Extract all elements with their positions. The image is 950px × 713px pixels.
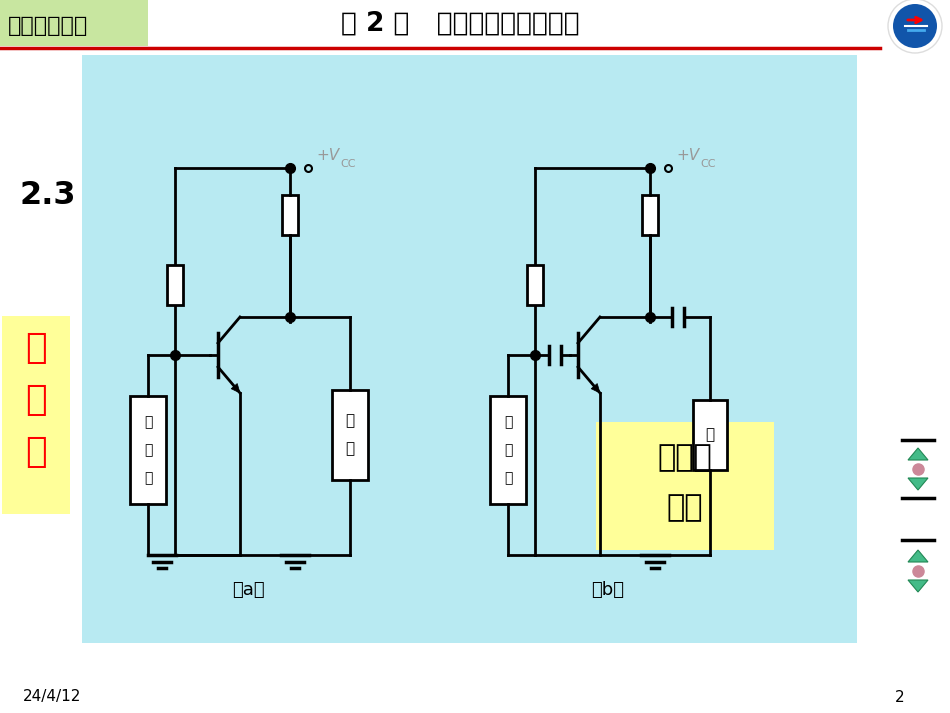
Text: （b）: （b） [592, 581, 624, 599]
Text: +V: +V [676, 148, 699, 163]
Bar [693, 400, 727, 470]
Text: 方: 方 [26, 435, 47, 469]
Text: 耦合: 耦合 [667, 493, 703, 523]
Polygon shape [908, 550, 928, 562]
Text: 24/4/12: 24/4/12 [23, 689, 81, 704]
Text: 2: 2 [895, 689, 904, 704]
Bar [2, 316, 70, 514]
Text: CC: CC [700, 159, 715, 169]
Text: 直: 直 [26, 331, 47, 365]
Text: 源: 源 [143, 471, 152, 485]
Text: 模拟电子技术: 模拟电子技术 [8, 16, 88, 36]
Text: 号: 号 [143, 443, 152, 457]
Bar [167, 265, 183, 305]
Text: 第 2 章   晶体三极管及其应用: 第 2 章 晶体三极管及其应用 [341, 11, 580, 37]
Text: +V: +V [316, 148, 339, 163]
Text: 2.3: 2.3 [20, 180, 77, 210]
Bar [82, 55, 857, 643]
Text: 耦: 耦 [26, 383, 47, 417]
Text: （a）: （a） [232, 581, 264, 599]
Text: CC: CC [340, 159, 355, 169]
Polygon shape [908, 448, 928, 460]
Text: 信: 信 [143, 415, 152, 429]
Bar [282, 195, 298, 235]
Polygon shape [908, 478, 928, 490]
Circle shape [893, 4, 937, 48]
Bar [527, 265, 543, 305]
Text: 负: 负 [706, 428, 714, 443]
Bar [130, 396, 166, 504]
Text: 源: 源 [504, 471, 512, 485]
Text: 号: 号 [504, 443, 512, 457]
Bar [0, 0, 148, 46]
Text: 变压器: 变压器 [657, 443, 712, 473]
Polygon shape [231, 384, 240, 393]
Text: 载: 载 [346, 441, 354, 456]
Bar [596, 422, 774, 550]
Circle shape [888, 0, 942, 53]
Text: 信: 信 [504, 415, 512, 429]
Polygon shape [591, 384, 600, 393]
Bar [490, 396, 526, 504]
Bar [332, 390, 368, 480]
Text: 负: 负 [346, 414, 354, 429]
Polygon shape [908, 580, 928, 592]
Bar [642, 195, 658, 235]
